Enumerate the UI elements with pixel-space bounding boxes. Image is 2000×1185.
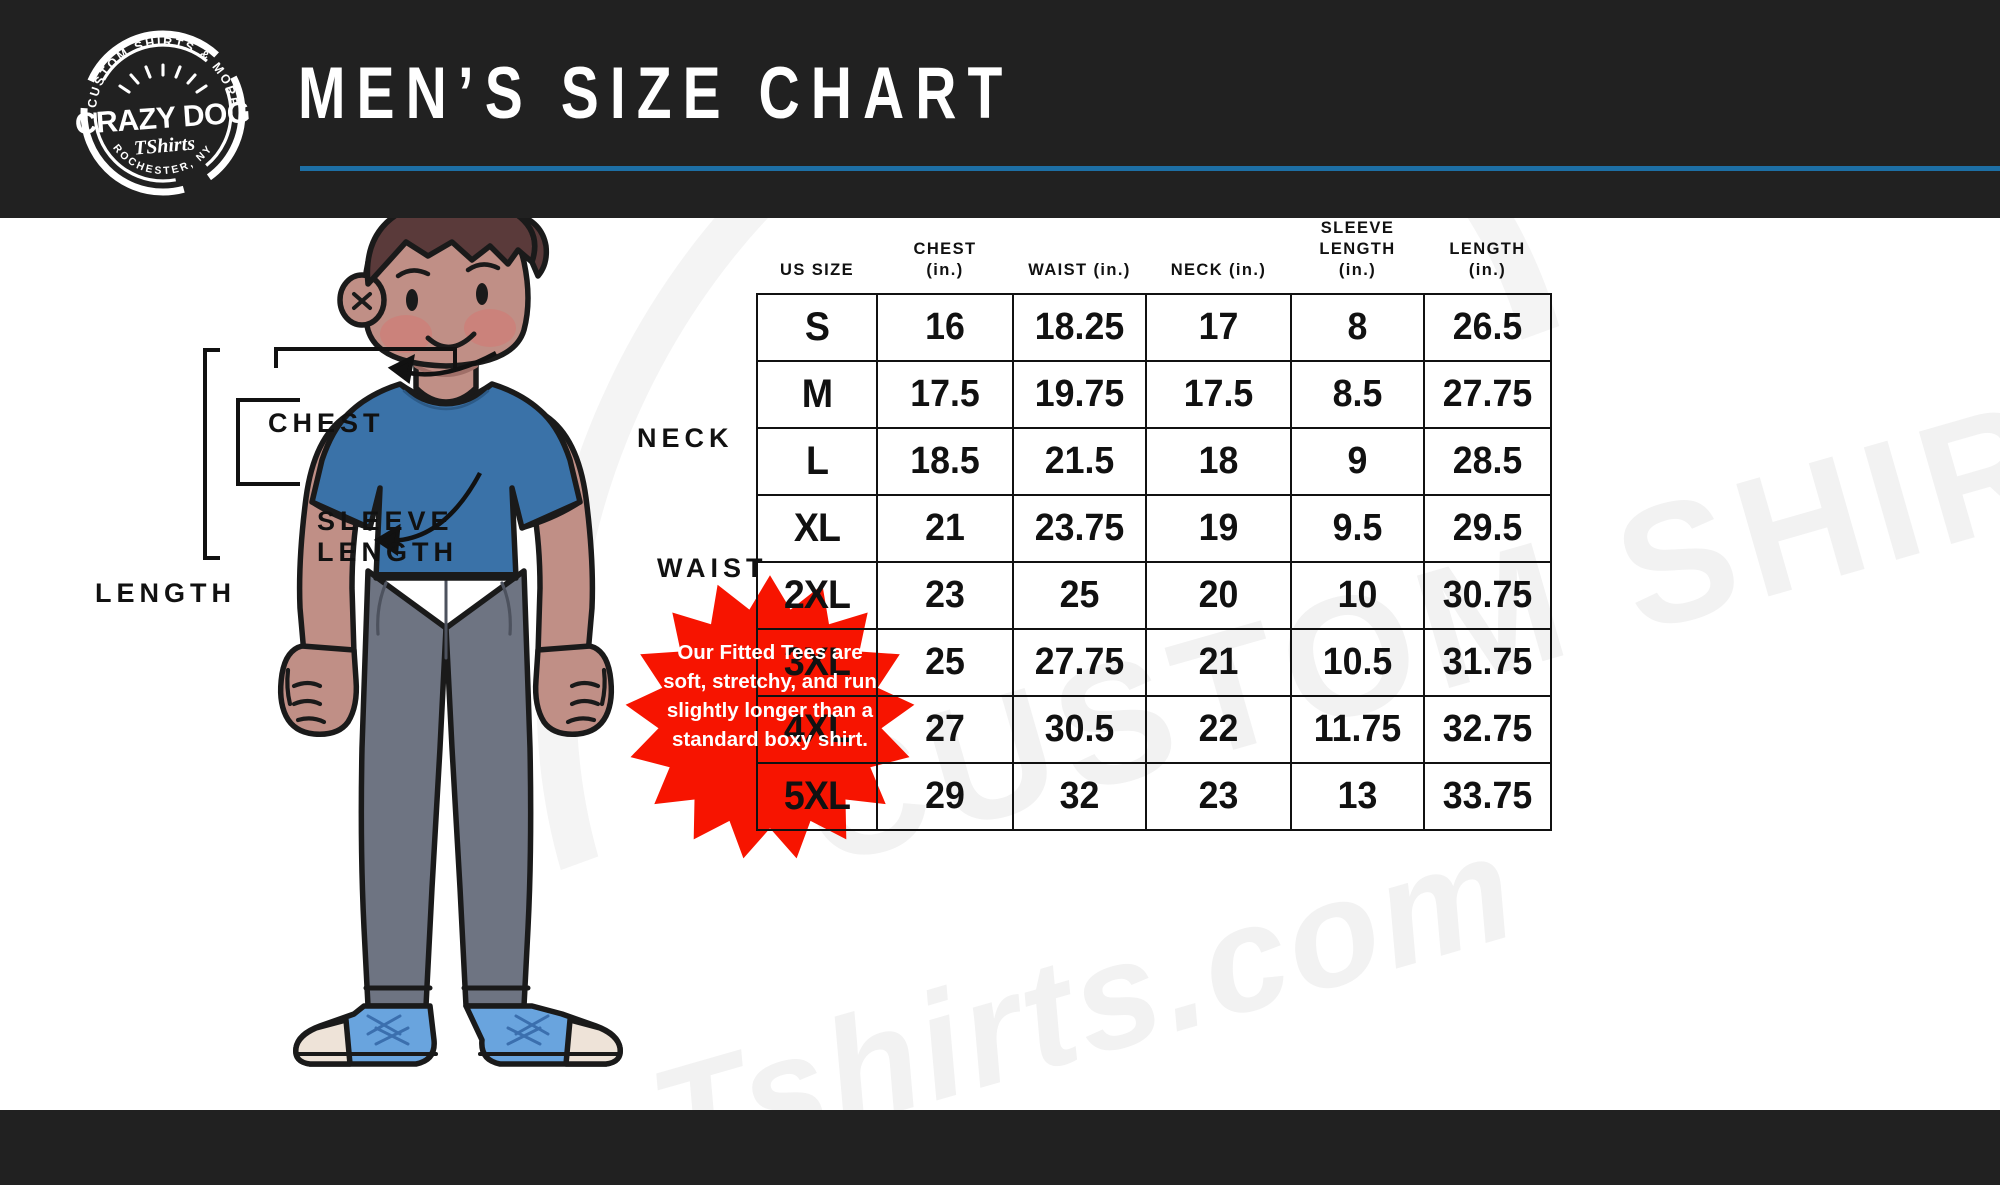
table-row: XL 21 23.75 19 9.5 29.5 — [757, 494, 1551, 564]
cell-us-size: 5XL — [759, 762, 875, 832]
size-chart-table-container: US SIZE CHEST (in.) WAIST (in.) NECK (in.) S… — [756, 218, 1956, 832]
cell-measurement: 13 — [1294, 762, 1421, 832]
cell-measurement: 22 — [1149, 695, 1288, 765]
cell-measurement: 17.5 — [880, 360, 1010, 430]
table-body: S 16 18.25 17 8 26.5 M 17.5 19.75 17.5 8.5 27.75 L 18… — [757, 293, 1551, 832]
male-figure-illustration — [250, 188, 670, 1088]
cell-measurement: 23 — [880, 561, 1010, 631]
cell-measurement: 27.75 — [1016, 628, 1143, 698]
cell-measurement: 9 — [1294, 427, 1421, 497]
cell-measurement: 32.75 — [1426, 695, 1549, 765]
cell-us-size: 2XL — [759, 561, 875, 631]
cell-us-size: 3XL — [759, 628, 875, 698]
column-header-1: CHEST (in.) — [913, 240, 977, 280]
cell-measurement: 10.5 — [1294, 628, 1421, 698]
label-chest: CHEST — [268, 408, 385, 438]
cell-measurement: 8.5 — [1294, 360, 1421, 430]
label-length: LENGTH — [95, 578, 236, 608]
column-header-3: NECK (in.) — [1170, 261, 1267, 280]
cell-measurement: 16 — [880, 293, 1010, 363]
cell-measurement: 21.5 — [1016, 427, 1143, 497]
cell-us-size: M — [759, 360, 875, 430]
cell-measurement: 17 — [1149, 293, 1288, 363]
size-chart-table: US SIZE CHEST (in.) WAIST (in.) NECK (in.) S… — [756, 218, 1552, 832]
cell-measurement: 8 — [1294, 293, 1421, 363]
cell-measurement: 19.75 — [1016, 360, 1143, 430]
table-header-row: US SIZE CHEST (in.) WAIST (in.) NECK (in.) S… — [757, 218, 1551, 294]
cell-measurement: 25 — [880, 628, 1010, 698]
column-header-2: WAIST (in.) — [1028, 261, 1131, 280]
main-content: CHEST NECK SLEEVE LENGTH LENGTH WAIST Ou… — [0, 195, 2000, 1110]
cell-measurement: 10 — [1294, 561, 1421, 631]
cell-measurement: 21 — [1149, 628, 1288, 698]
column-header-4: SLEEVE LENGTH (in.) — [1319, 219, 1396, 280]
table-header: US SIZE CHEST (in.) WAIST (in.) NECK (in.) S… — [757, 218, 1551, 294]
cell-measurement: 32 — [1016, 762, 1143, 832]
column-header-0: US SIZE — [780, 261, 854, 280]
cell-measurement: 18.25 — [1016, 293, 1143, 363]
header-bar: CUSTOM SHIRTS & MORE CRAZY DOG TShirts R… — [0, 0, 2000, 218]
cell-us-size: XL — [759, 494, 875, 564]
cell-measurement: 27 — [880, 695, 1010, 765]
svg-text:TShirts: TShirts — [133, 132, 196, 159]
table-row: L 18.5 21.5 18 9 28.5 — [757, 427, 1551, 497]
cell-measurement: 27.75 — [1426, 360, 1549, 430]
page-title: MEN’S SIZE CHART — [298, 53, 1014, 135]
footer-bar — [0, 1110, 2000, 1185]
measurement-brackets — [203, 347, 498, 560]
cell-measurement: 26.5 — [1426, 293, 1549, 363]
cell-measurement: 29.5 — [1426, 494, 1549, 564]
table-row: 4XL 27 30.5 22 11.75 32.75 — [757, 695, 1551, 765]
cell-measurement: 9.5 — [1294, 494, 1421, 564]
label-sleeve-length: SLEEVE LENGTH — [317, 506, 458, 568]
cell-measurement: 18 — [1149, 427, 1288, 497]
crazy-dog-logo: CUSTOM SHIRTS & MORE CRAZY DOG TShirts R… — [72, 22, 254, 204]
cell-measurement: 17.5 — [1149, 360, 1288, 430]
label-neck: NECK — [637, 423, 734, 453]
cell-measurement: 33.75 — [1426, 762, 1549, 832]
table-row: 5XL 29 32 23 13 33.75 — [757, 762, 1551, 832]
cell-measurement: 23 — [1149, 762, 1288, 832]
cell-us-size: 4XL — [759, 695, 875, 765]
column-header-5: LENGTH (in.) — [1449, 240, 1526, 280]
cell-measurement: 21 — [880, 494, 1010, 564]
cell-measurement: 31.75 — [1426, 628, 1549, 698]
cell-measurement: 28.5 — [1426, 427, 1549, 497]
table-row: S 16 18.25 17 8 26.5 — [757, 293, 1551, 363]
fitted-tees-badge-text: Our Fitted Tees are soft, stretchy, and … — [663, 641, 877, 752]
cell-measurement: 23.75 — [1016, 494, 1143, 564]
cell-measurement: 29 — [880, 762, 1010, 832]
label-waist: WAIST — [657, 553, 768, 583]
title-accent-rule — [300, 166, 2000, 171]
table-row: 2XL 23 25 20 10 30.75 — [757, 561, 1551, 631]
cell-measurement: 18.5 — [880, 427, 1010, 497]
cell-measurement: 30.75 — [1426, 561, 1549, 631]
table-row: 3XL 25 27.75 21 10.5 31.75 — [757, 628, 1551, 698]
cell-us-size: S — [759, 293, 875, 363]
cell-measurement: 20 — [1149, 561, 1288, 631]
cell-measurement: 30.5 — [1016, 695, 1143, 765]
cell-measurement: 11.75 — [1294, 695, 1421, 765]
cell-us-size: L — [759, 427, 875, 497]
table-row: M 17.5 19.75 17.5 8.5 27.75 — [757, 360, 1551, 430]
cell-measurement: 19 — [1149, 494, 1288, 564]
cell-measurement: 25 — [1016, 561, 1143, 631]
